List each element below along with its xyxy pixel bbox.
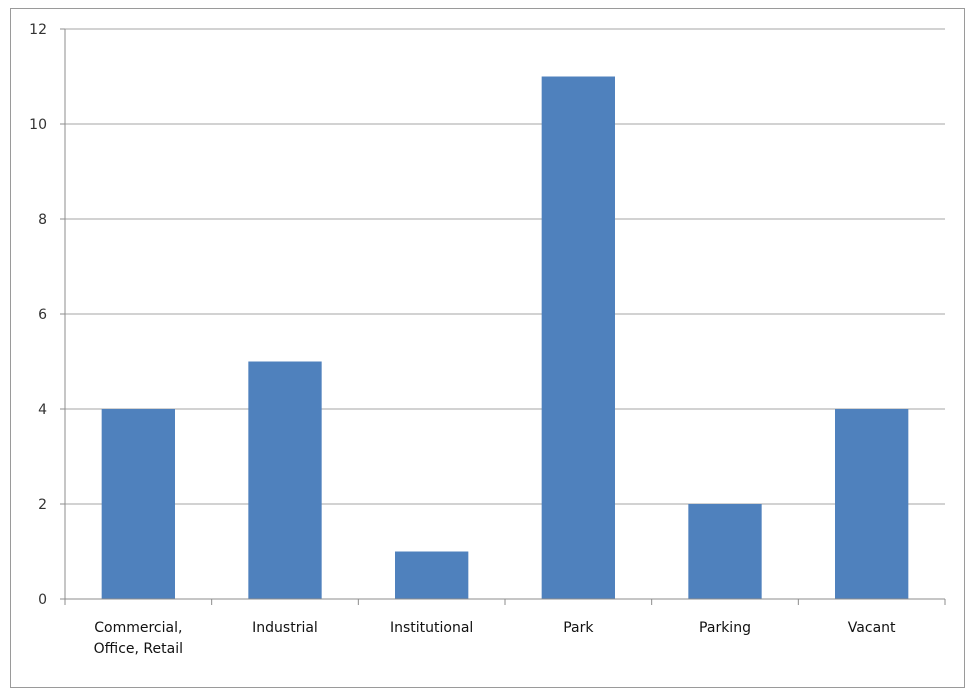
bar-park <box>541 76 615 599</box>
x-category-label: Parking <box>699 620 751 636</box>
y-tick-label-0: 0 <box>38 592 47 608</box>
axes <box>60 28 946 605</box>
x-category-label: Commercial, Office, Retail <box>94 620 183 657</box>
bar-vacant <box>835 409 909 599</box>
gridlines <box>65 28 945 505</box>
bars <box>101 76 909 599</box>
y-tick-label-10: 10 <box>29 117 47 133</box>
y-tick-label-6: 6 <box>38 307 47 323</box>
bar-industrial <box>248 361 322 599</box>
x-category-label: Park <box>563 620 594 636</box>
x-category-label: Industrial <box>252 620 318 636</box>
bar-institutional <box>395 551 469 599</box>
y-tick-label-8: 8 <box>38 212 47 228</box>
y-tick-label-12: 12 <box>29 22 47 38</box>
bar-commercial-office-retail <box>101 409 175 599</box>
bar-chart: 0 2 4 6 8 10 12 Commercial, Office, Retail Indust… <box>29 22 946 657</box>
x-category-label: Institutional <box>390 620 473 636</box>
bar-parking <box>688 504 762 599</box>
x-category-label: Vacant <box>848 620 896 636</box>
axis-labels: 0 2 4 6 8 10 12 Commercial, Office, Retail Indust… <box>29 22 896 657</box>
y-tick-label-4: 4 <box>38 402 47 418</box>
y-tick-label-2: 2 <box>38 497 47 513</box>
